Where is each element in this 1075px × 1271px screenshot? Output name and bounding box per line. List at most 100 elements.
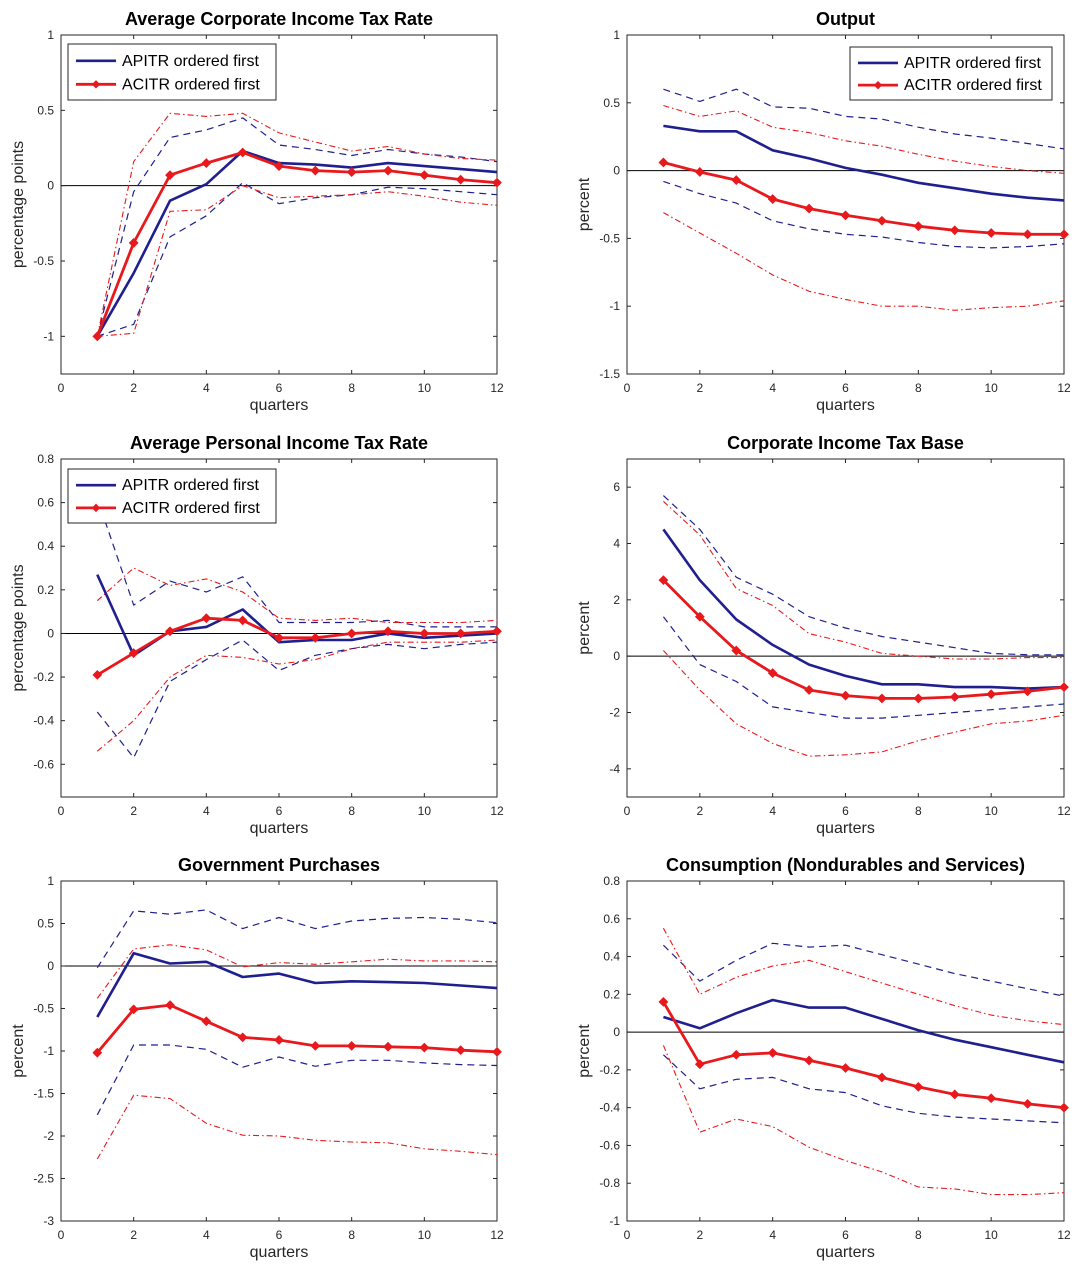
chart-title: Average Corporate Income Tax Rate xyxy=(125,9,433,29)
y-tick-label: 0.8 xyxy=(603,874,620,888)
series-apitr-lower xyxy=(662,1054,1065,1124)
data-point xyxy=(949,1089,960,1100)
y-tick-label: 0.8 xyxy=(37,452,54,466)
data-point xyxy=(455,1045,466,1056)
data-point xyxy=(383,165,393,176)
y-tick-label: -1 xyxy=(609,1214,620,1228)
y-tick-label: 6 xyxy=(613,480,620,494)
x-tick-label: 2 xyxy=(130,804,137,818)
y-tick-label: 0 xyxy=(613,164,620,178)
x-tick-label: 4 xyxy=(769,1228,776,1242)
data-point xyxy=(731,645,742,656)
panel-6: 0 2 4 6 8 10 12 -1 -0.8 -0.6 -0.4 -0.2 0 0.2 0.4 0.6 0.8… xyxy=(576,855,1071,1261)
y-tick-label: 0 xyxy=(47,626,54,640)
y-axis-label: percent xyxy=(576,177,593,231)
data-point xyxy=(1059,1102,1069,1113)
data-point xyxy=(1059,682,1069,693)
x-tick-label: 4 xyxy=(769,804,776,818)
series-apitr-upper xyxy=(663,88,1065,150)
data-point xyxy=(346,628,357,639)
data-point xyxy=(767,1047,778,1058)
data-point xyxy=(804,1055,814,1066)
x-tick-label: 12 xyxy=(490,1228,504,1242)
x-tick-label: 0 xyxy=(624,381,631,395)
data-point xyxy=(165,626,175,637)
x-axis-label: quarters xyxy=(816,1244,875,1261)
y-tick-label: 0.5 xyxy=(37,917,54,931)
series-acitr-lower xyxy=(96,639,498,752)
legend-box xyxy=(67,468,277,524)
y-tick-label: 0.2 xyxy=(37,583,54,597)
series-acitr-upper xyxy=(662,927,1065,1026)
series-apitr-main xyxy=(96,951,498,1018)
chart-title: Government Purchases xyxy=(178,855,380,875)
data-point xyxy=(128,648,139,658)
series-acitr-main xyxy=(663,161,1064,236)
data-point xyxy=(455,628,466,639)
x-tick-label: 6 xyxy=(276,381,283,395)
series-apitr-upper xyxy=(96,117,498,337)
x-tick-label: 4 xyxy=(203,381,210,395)
x-tick-label: 8 xyxy=(348,804,355,818)
y-axis-label: percentage points xyxy=(10,141,27,268)
y-tick-label: -3 xyxy=(43,1214,54,1228)
data-point xyxy=(383,626,393,637)
x-tick-label: 8 xyxy=(915,1228,922,1242)
data-point xyxy=(201,158,212,168)
y-tick-label: -0.5 xyxy=(33,1002,54,1016)
y-tick-label: 0.5 xyxy=(603,96,620,110)
series-apitr-lower xyxy=(96,1044,498,1116)
data-point xyxy=(986,1093,997,1104)
x-axis-label: quarters xyxy=(250,820,309,837)
x-tick-label: 8 xyxy=(348,381,355,395)
y-tick-label: -0.6 xyxy=(33,757,54,771)
x-tick-label: 0 xyxy=(58,804,65,818)
series-apitr-main xyxy=(663,998,1065,1064)
axes-box xyxy=(60,880,498,1222)
chart-title: Average Personal Income Tax Rate xyxy=(130,433,428,453)
x-tick-label: 8 xyxy=(915,381,922,395)
y-tick-label: 4 xyxy=(613,537,620,551)
y-tick-label: -2 xyxy=(609,706,620,720)
legend-label-acitr: ACITR ordered first xyxy=(122,500,260,517)
x-tick-label: 12 xyxy=(490,381,504,395)
x-tick-label: 6 xyxy=(276,1228,283,1242)
series-apitr-main xyxy=(663,124,1065,202)
series-apitr-lower xyxy=(663,180,1065,249)
data-point xyxy=(1022,229,1033,240)
data-point xyxy=(346,167,357,178)
y-tick-label: 0.5 xyxy=(37,103,54,117)
x-axis-label: quarters xyxy=(250,397,309,414)
data-point xyxy=(949,225,960,236)
data-point xyxy=(419,628,430,639)
panel-5: 0 2 4 6 8 10 12 -3 -2.5 -2 -1.5 -1 -0.5 0 0.5 1 Governme… xyxy=(10,855,504,1261)
data-point xyxy=(310,632,321,643)
data-point xyxy=(92,331,103,342)
data-point xyxy=(658,996,669,1007)
data-point xyxy=(840,690,851,701)
legend-marker-acitr xyxy=(91,80,101,89)
y-tick-label: -0.4 xyxy=(599,1101,620,1115)
legend: APITR ordered first ACITR ordered first xyxy=(67,43,277,101)
data-point xyxy=(201,1016,212,1027)
chart-title: Corporate Income Tax Base xyxy=(727,433,964,453)
data-point xyxy=(731,175,742,185)
data-point xyxy=(92,669,103,680)
series-apitr-main xyxy=(662,528,1065,690)
chart-title: Consumption (Nondurables and Services) xyxy=(666,855,1025,875)
y-tick-label: 0 xyxy=(47,179,54,193)
series-acitr-main xyxy=(95,151,498,337)
data-point xyxy=(658,575,669,586)
series-acitr-upper xyxy=(663,500,1064,660)
series-acitr-lower xyxy=(97,185,498,337)
series-apitr-lower xyxy=(96,639,498,759)
data-point xyxy=(165,1000,175,1011)
x-tick-label: 6 xyxy=(842,1228,849,1242)
axes-box xyxy=(626,880,1065,1222)
data-point xyxy=(767,194,778,204)
data-point xyxy=(455,174,466,185)
y-tick-label: -0.6 xyxy=(599,1138,620,1152)
series-apitr-upper xyxy=(662,495,1064,656)
y-tick-label: 1 xyxy=(47,874,54,888)
data-point xyxy=(92,1047,103,1058)
